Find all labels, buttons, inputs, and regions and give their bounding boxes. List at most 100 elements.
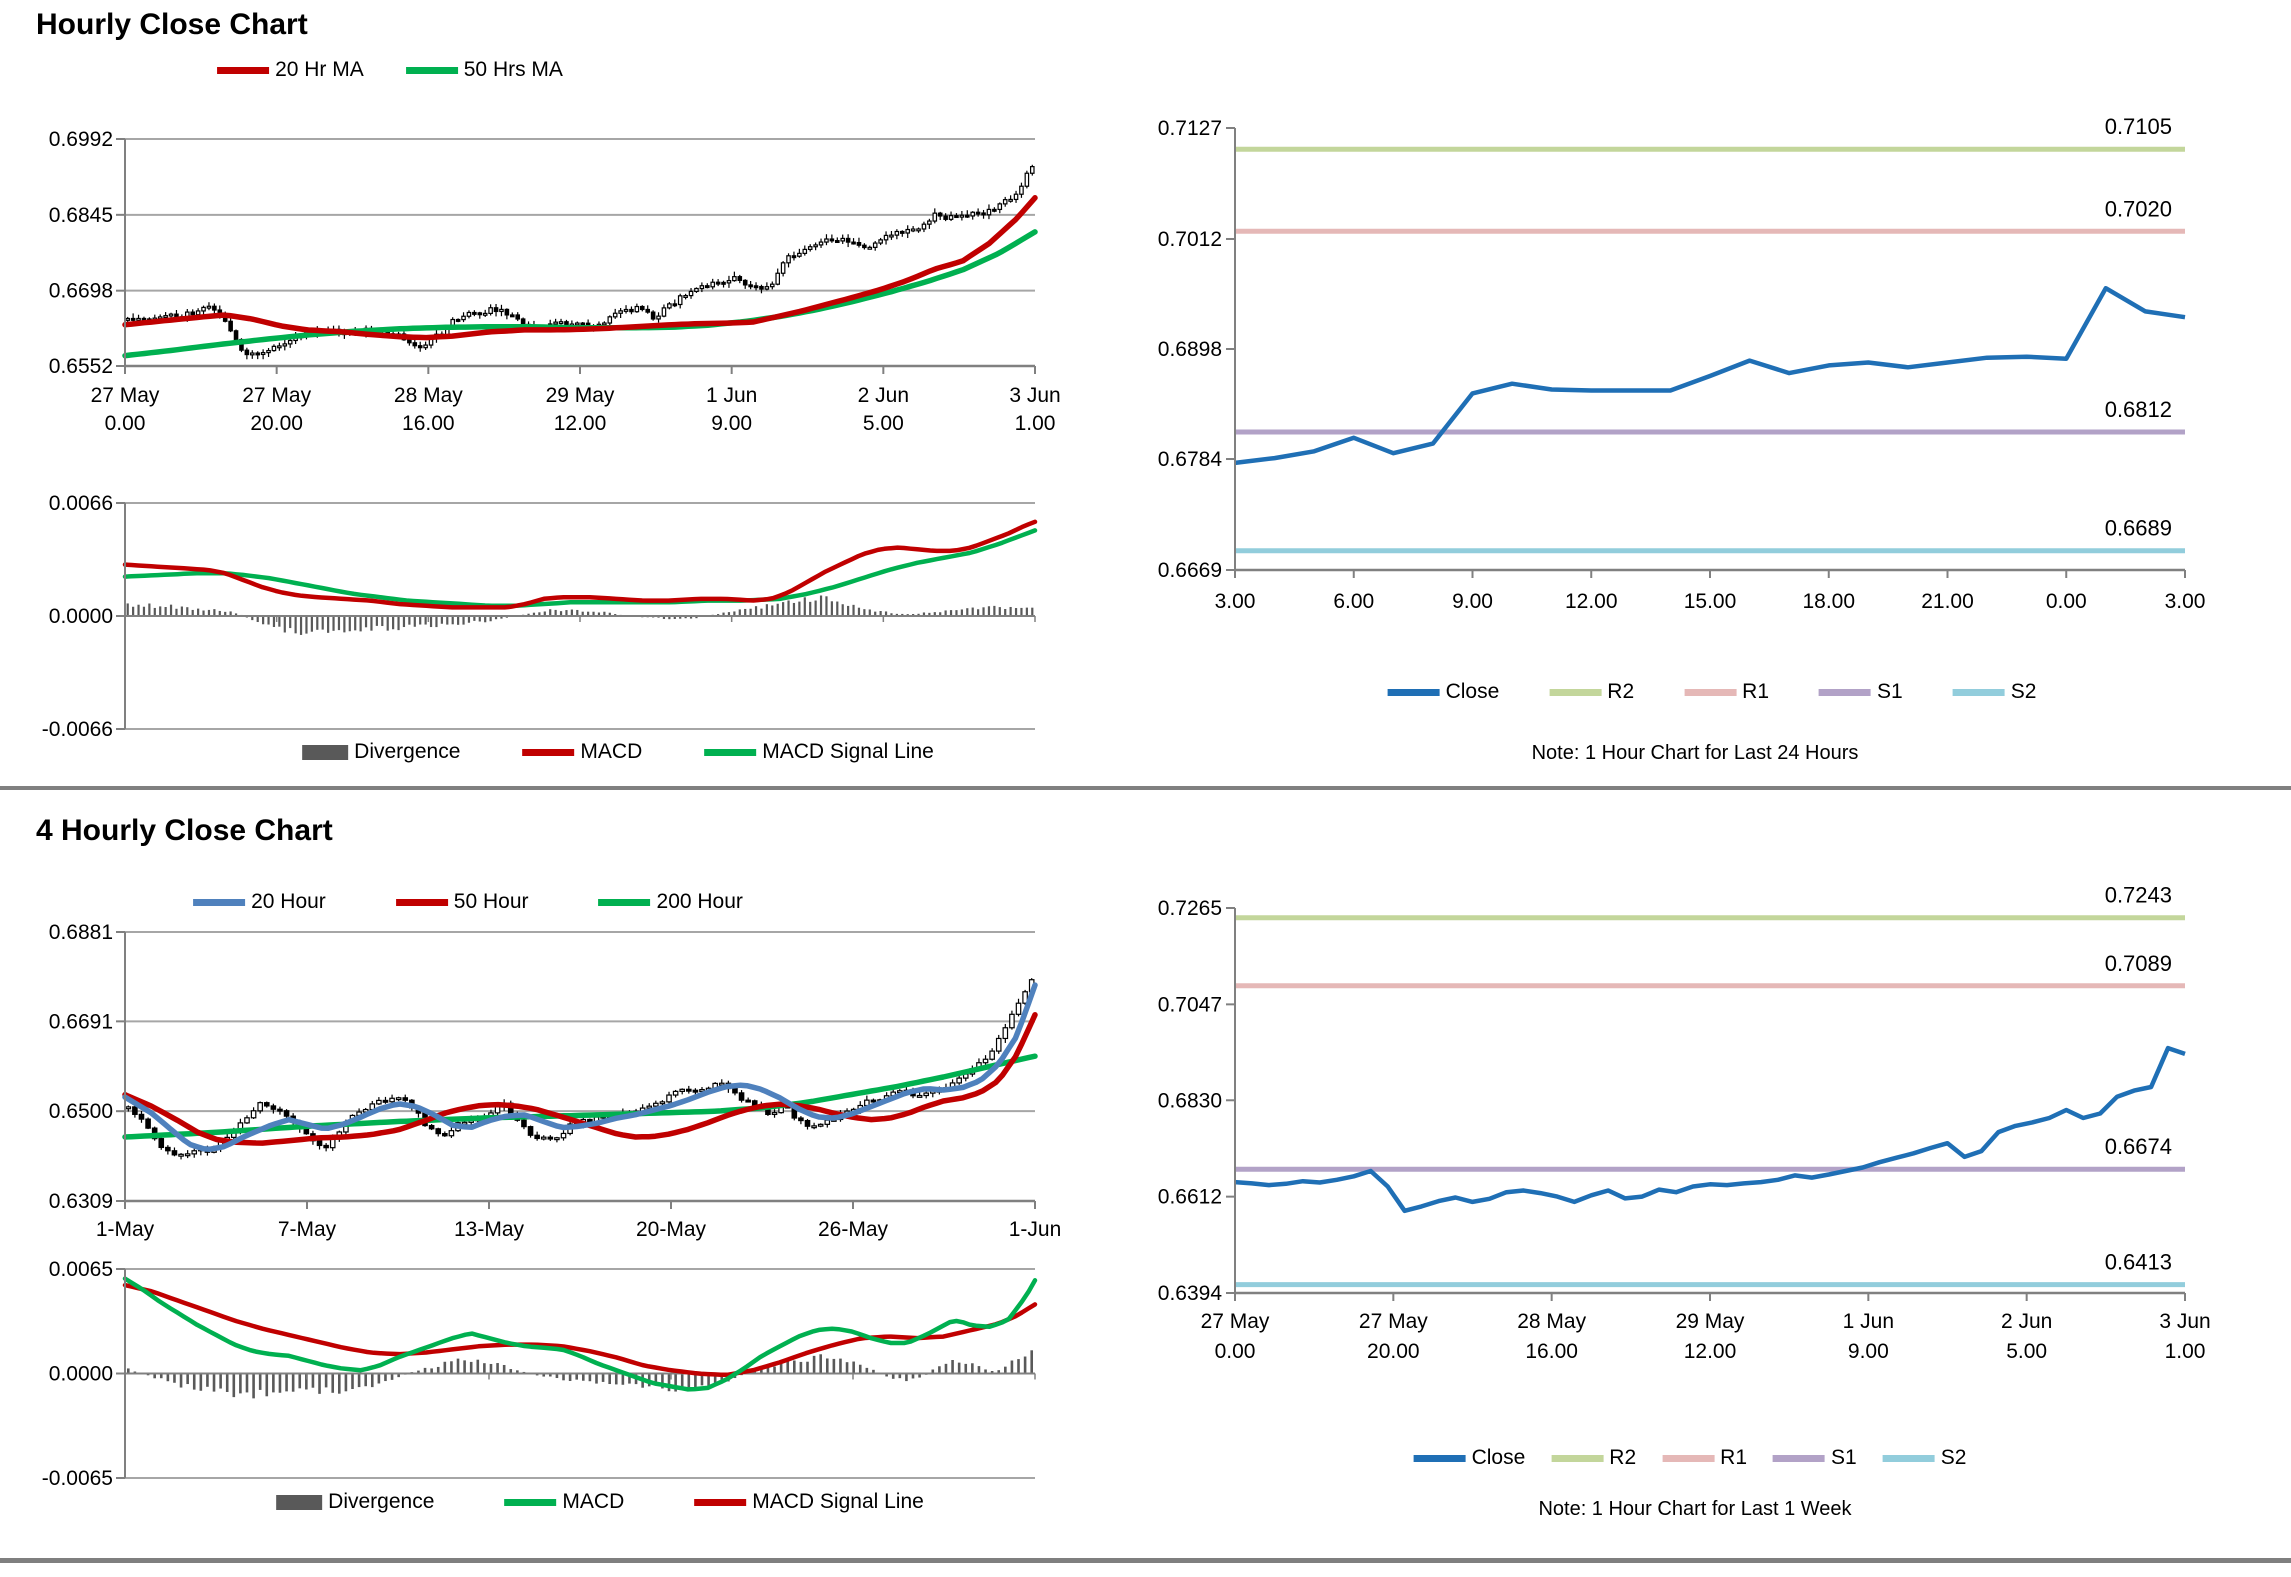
legend-item-s1: S1 <box>1819 680 1903 704</box>
svg-text:12.00: 12.00 <box>554 412 607 435</box>
svg-text:0.0000: 0.0000 <box>49 1363 113 1386</box>
ma-line-20-hr-ma <box>122 195 1038 341</box>
svg-text:28 May: 28 May <box>1517 1310 1586 1333</box>
svg-text:27 May: 27 May <box>1359 1310 1428 1333</box>
svg-text:20.00: 20.00 <box>1367 1340 1420 1363</box>
svg-text:0.6394: 0.6394 <box>1158 1282 1223 1305</box>
divergence-swatch-icon <box>302 744 349 760</box>
svg-text:0.00: 0.00 <box>105 412 146 435</box>
macd-line-macd <box>122 519 1038 610</box>
svg-text:1.00: 1.00 <box>2165 1340 2206 1363</box>
ma-line-20-hour <box>122 982 1038 1152</box>
svg-text:27 May: 27 May <box>1201 1310 1270 1333</box>
line-swatch-icon <box>504 1498 557 1506</box>
svg-text:21.00: 21.00 <box>1921 590 1974 613</box>
svg-text:15.00: 15.00 <box>1684 590 1737 613</box>
line-swatch-icon <box>704 748 757 756</box>
x-axis-labels: 27 May 0.00 27 May 20.00 28 May 16.00 29 May 12… <box>91 384 1061 435</box>
candlesticks <box>125 978 1035 1160</box>
svg-text:0.6992: 0.6992 <box>49 128 113 151</box>
svg-text:9.00: 9.00 <box>711 412 752 435</box>
legend-item-macd: MACD <box>504 1490 624 1514</box>
line-swatch-icon <box>1819 688 1872 696</box>
legend-item-label: S2 <box>1940 1446 1967 1469</box>
legend-hourly-macd: Divergence MACD MACD Signal Line <box>302 740 934 764</box>
legend-item-label: S1 <box>1877 680 1903 703</box>
svg-text:2 Jun: 2 Jun <box>858 384 909 407</box>
svg-text:5.00: 5.00 <box>863 412 904 435</box>
legend-item-s2: S2 <box>1952 680 2037 704</box>
level-label-R1: 0.7020 <box>2105 196 2172 221</box>
svg-text:3 Jun: 3 Jun <box>1009 384 1060 407</box>
svg-text:6.00: 6.00 <box>1333 590 1374 613</box>
svg-text:0.7012: 0.7012 <box>1158 228 1222 251</box>
svg-text:0.7105: 0.7105 <box>2105 114 2172 139</box>
svg-text:0.6784: 0.6784 <box>1158 448 1223 471</box>
legend-item-label: Divergence <box>354 740 461 763</box>
legend-item-divergence: Divergence <box>276 1490 434 1514</box>
legend-item-50-hrs-ma: 50 Hrs MA <box>405 58 563 82</box>
svg-text:27 May: 27 May <box>242 384 311 407</box>
svg-text:0.7127: 0.7127 <box>1158 117 1222 140</box>
level-label-S2: 0.6413 <box>2105 1250 2172 1275</box>
line-swatch-icon <box>522 748 575 756</box>
legend-item-50-hour: 50 Hour <box>395 890 529 914</box>
line-swatch-icon <box>193 898 246 906</box>
line-swatch-icon <box>1551 1454 1604 1462</box>
svg-text:3.00: 3.00 <box>2165 590 2206 613</box>
legend-item-macd-signal-line: MACD Signal Line <box>704 740 934 764</box>
legend-hourly-close: 20 Hr MA 50 Hrs MA <box>217 58 563 82</box>
legend-item-label: R2 <box>1607 680 1635 703</box>
legend-item-label: 50 Hour <box>453 890 529 913</box>
svg-text:0.6881: 0.6881 <box>49 921 113 944</box>
legend-item-label: Divergence <box>328 1490 435 1513</box>
macd-line-macd <box>122 1276 1038 1392</box>
svg-text:0.6830: 0.6830 <box>1158 1089 1222 1112</box>
svg-text:0.00: 0.00 <box>2046 590 2087 613</box>
legend-item-macd: MACD <box>522 740 642 764</box>
svg-text:0.0065: 0.0065 <box>49 1258 113 1281</box>
svg-text:0.7020: 0.7020 <box>2105 196 2172 221</box>
line-swatch-icon <box>1549 688 1602 696</box>
x-axis-labels: 1-May 7-May 13-May 20-May 26-May 1-Jun <box>96 1218 1061 1241</box>
legend-weekly-pivot: Close R2 R1 S1 S2 <box>1413 1446 1967 1470</box>
svg-text:0.7089: 0.7089 <box>2105 951 2172 976</box>
legend-item-label: S2 <box>2010 680 2037 703</box>
legend-item-label: R1 <box>1742 680 1770 703</box>
svg-text:0.6698: 0.6698 <box>49 280 113 303</box>
svg-text:0.6898: 0.6898 <box>1158 338 1222 361</box>
svg-text:16.00: 16.00 <box>402 412 455 435</box>
svg-text:0.0000: 0.0000 <box>49 605 113 628</box>
svg-text:0.6691: 0.6691 <box>49 1010 113 1033</box>
svg-text:0.6500: 0.6500 <box>49 1100 113 1123</box>
level-label-R2: 0.7243 <box>2105 883 2172 908</box>
line-swatch-icon <box>1882 1454 1935 1462</box>
svg-text:1 Jun: 1 Jun <box>706 384 757 407</box>
svg-text:0.0066: 0.0066 <box>49 492 113 515</box>
ma-line-50-hour <box>122 1012 1038 1146</box>
legend-item-label: 200 Hour <box>656 890 743 913</box>
divergence-bars <box>126 595 1034 635</box>
line-swatch-icon <box>1662 1454 1715 1462</box>
svg-text:20-May: 20-May <box>636 1218 707 1241</box>
svg-text:0.6845: 0.6845 <box>49 204 113 227</box>
svg-text:0.7243: 0.7243 <box>2105 883 2172 908</box>
macd-line-macd-signal-line <box>122 528 1038 608</box>
line-swatch-icon <box>217 66 270 74</box>
line-swatch-icon <box>1413 1454 1466 1462</box>
svg-text:-0.0066: -0.0066 <box>42 718 113 741</box>
legend-4hourly-close: 20 Hour 50 Hour 200 Hour <box>193 890 743 914</box>
four-hourly-macd-chart: 0.0065 0.0000 -0.0065 <box>42 1258 1038 1490</box>
svg-text:0.6552: 0.6552 <box>49 355 113 378</box>
legend-item-label: Close <box>1445 680 1500 703</box>
svg-text:3 Jun: 3 Jun <box>2159 1310 2210 1333</box>
svg-text:0.00: 0.00 <box>1215 1340 1256 1363</box>
legend-item-label: Close <box>1471 1446 1526 1469</box>
line-swatch-icon <box>1684 688 1737 696</box>
ma-line-50-hrs-ma <box>122 229 1038 359</box>
page-title: Hourly Close Chart <box>36 8 308 41</box>
legend-item-label: R1 <box>1720 1446 1748 1469</box>
note-weekly-pivot: Note: 1 Hour Chart for Last 1 Week <box>1538 1498 1852 1520</box>
